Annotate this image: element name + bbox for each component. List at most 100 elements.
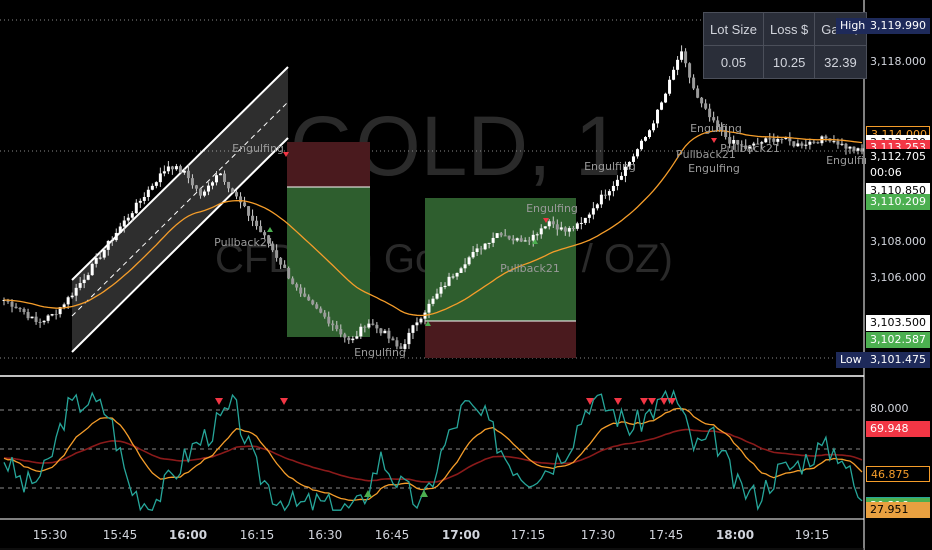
- candle-body: [94, 257, 98, 264]
- time-tick-label: 17:30: [581, 528, 616, 542]
- candle-body: [784, 137, 788, 139]
- candle-body: [98, 257, 102, 259]
- oscillator-sell-marker: [640, 398, 648, 405]
- candle-body: [515, 238, 519, 241]
- candle-body: [623, 166, 627, 176]
- candle-body: [239, 196, 243, 203]
- candle-body: [615, 179, 619, 186]
- candle-body: [780, 138, 784, 140]
- candle-body: [692, 77, 696, 89]
- candle-body: [263, 232, 267, 236]
- candle-body: [635, 149, 639, 157]
- candle-body: [367, 323, 371, 328]
- oscillator-fast-line: [3, 389, 863, 512]
- candle-body: [668, 79, 672, 94]
- candle-body: [182, 170, 186, 173]
- price-label: 3,106.000: [870, 271, 926, 285]
- candle-body: [716, 120, 720, 128]
- candle-body: [231, 188, 235, 193]
- candle-body: [323, 312, 327, 317]
- candle-body: [619, 175, 623, 180]
- candle-body: [82, 279, 86, 284]
- candle-body: [527, 240, 531, 242]
- candle-body: [395, 340, 399, 347]
- candle-body: [174, 166, 178, 170]
- candle-body: [427, 303, 431, 313]
- candle-body: [259, 226, 263, 233]
- candle-body: [110, 240, 114, 242]
- candle-body: [74, 287, 78, 296]
- candle-body: [852, 146, 856, 151]
- candle-body: [194, 185, 198, 189]
- candle-body: [728, 137, 732, 144]
- price-label: 3,102.587: [866, 331, 930, 348]
- price-label: 3,118.000: [870, 55, 926, 69]
- candle-body: [247, 206, 251, 216]
- candle-body: [283, 264, 287, 269]
- time-tick-label: 16:15: [240, 528, 275, 542]
- time-tick-label: 17:00: [442, 528, 480, 542]
- candle-body: [547, 221, 551, 227]
- oscillator-buy-marker: [420, 490, 428, 497]
- candle-body: [455, 272, 459, 277]
- candle-body: [467, 257, 471, 265]
- candle-body: [18, 308, 22, 310]
- time-tick-label: 16:45: [375, 528, 410, 542]
- candle-body: [166, 166, 170, 172]
- candle-body: [856, 148, 860, 151]
- candle-body: [106, 240, 110, 250]
- candle-body: [435, 293, 439, 299]
- candle-body: [339, 329, 343, 335]
- channel-lower: [71, 137, 289, 353]
- candle-body: [142, 196, 146, 201]
- candle-body: [447, 276, 451, 286]
- time-tick-label: 18:00: [716, 528, 754, 542]
- indicator-label: 80.000: [870, 402, 909, 416]
- candle-body: [375, 324, 379, 329]
- oscillator-sell-marker: [280, 398, 288, 405]
- candle-body: [295, 284, 299, 288]
- signal-triangle: [267, 227, 273, 232]
- candle-body: [186, 170, 190, 179]
- candle-body: [724, 130, 728, 138]
- candle-body: [696, 88, 700, 98]
- candle-body: [431, 298, 435, 304]
- candle-body: [732, 139, 736, 144]
- candle-body: [487, 242, 491, 244]
- candle-body: [223, 173, 227, 182]
- candle-body: [535, 234, 539, 236]
- candle-body: [255, 220, 259, 227]
- candle-body: [50, 314, 54, 316]
- candle-body: [30, 316, 34, 319]
- stats-value-gain: 32.39: [814, 45, 867, 79]
- candle-body: [387, 330, 391, 339]
- candle-body: [764, 138, 768, 143]
- candle-body: [788, 137, 792, 142]
- candle-body: [415, 322, 419, 326]
- candle-body: [66, 297, 70, 305]
- candle-body: [78, 283, 82, 288]
- candle-body: [22, 309, 26, 312]
- oscillator-sell-marker: [648, 398, 656, 405]
- candle-body: [158, 173, 162, 183]
- channel-mid: [71, 101, 289, 317]
- candle-body: [114, 232, 118, 241]
- candle-body: [202, 191, 206, 196]
- candle-body: [411, 325, 415, 333]
- candle-body: [6, 299, 10, 302]
- oscillator-sell-marker: [586, 398, 594, 405]
- candle-body: [371, 323, 375, 325]
- candle-body: [768, 138, 772, 140]
- candle-body: [210, 182, 214, 186]
- candle-body: [523, 240, 527, 242]
- time-tick-label: 15:30: [33, 528, 68, 542]
- candle-body: [138, 200, 142, 203]
- candle-body: [451, 276, 455, 278]
- candle-body: [848, 146, 852, 149]
- candle-body: [708, 108, 712, 118]
- candle-body: [824, 136, 828, 139]
- indicator-label: 69.948: [866, 420, 930, 437]
- candle-body: [812, 141, 816, 143]
- candle-body: [652, 123, 656, 131]
